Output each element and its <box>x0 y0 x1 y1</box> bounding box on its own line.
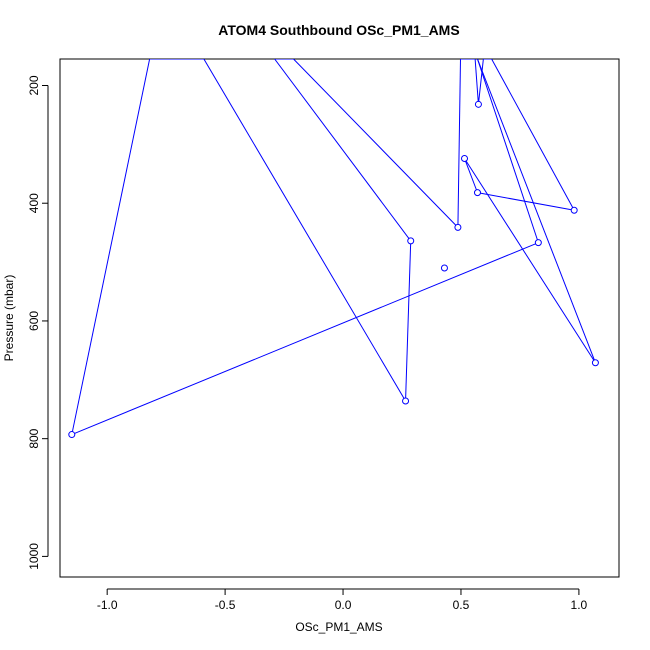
data-point <box>534 239 542 247</box>
series-segment <box>71 242 539 436</box>
data-point <box>68 431 76 439</box>
series-segment <box>491 59 575 211</box>
y-tick-label: 200 <box>27 75 41 95</box>
y-axis-label: Pressure (mbar) <box>2 275 16 362</box>
series-segment <box>464 158 596 364</box>
series-segment <box>405 240 412 402</box>
series-segment <box>474 59 479 105</box>
data-point <box>473 189 481 197</box>
marker-layer <box>68 100 599 439</box>
series-segment <box>203 59 406 402</box>
y-tick-label: 600 <box>27 311 41 331</box>
series-layer <box>71 59 596 436</box>
series-segment <box>71 59 151 435</box>
data-point <box>407 237 415 245</box>
y-tick-label: 400 <box>27 193 41 213</box>
series-segment <box>457 59 461 228</box>
x-tick-label: 0.0 <box>335 598 352 612</box>
x-axis-label: OSc_PM1_AMS <box>295 620 382 634</box>
data-point <box>570 206 578 214</box>
series-segment <box>477 192 575 211</box>
series-segment <box>477 59 539 243</box>
data-point <box>474 100 482 108</box>
plot-frame <box>59 58 620 578</box>
series-segment <box>477 59 484 105</box>
chart-title: ATOM4 Southbound OSc_PM1_AMS <box>218 22 459 38</box>
data-point <box>461 154 469 162</box>
series-segment <box>293 59 459 228</box>
series-segment <box>274 59 412 242</box>
x-tick-label: -1.0 <box>97 598 118 612</box>
data-point <box>402 397 410 405</box>
x-tick-label: 0.5 <box>453 598 470 612</box>
y-tick-label: 1000 <box>27 543 41 570</box>
x-tick-label: -0.5 <box>215 598 236 612</box>
x-axis: -1.0 -0.5 0.0 0.5 1.0 <box>97 588 588 612</box>
data-point <box>591 359 599 367</box>
y-axis: 200 400 600 800 1000 <box>27 75 49 570</box>
x-tick-label: 1.0 <box>571 598 588 612</box>
y-tick-label: 800 <box>27 428 41 448</box>
data-point <box>454 223 462 231</box>
series-segment <box>477 59 596 363</box>
data-point <box>440 264 448 272</box>
series-segment <box>464 158 478 193</box>
